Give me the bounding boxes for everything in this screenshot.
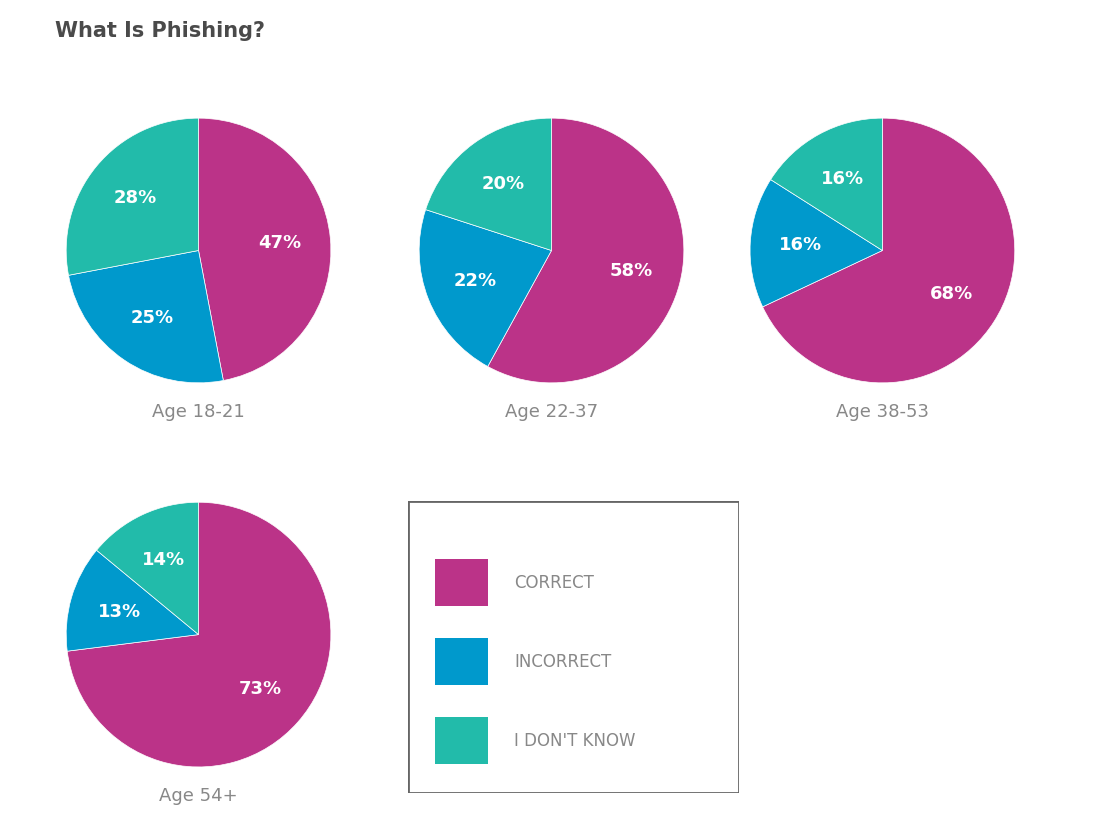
Wedge shape xyxy=(750,180,882,306)
Text: INCORRECT: INCORRECT xyxy=(514,653,611,671)
Text: 16%: 16% xyxy=(822,170,865,188)
Text: 73%: 73% xyxy=(238,680,281,698)
Text: 20%: 20% xyxy=(482,175,525,193)
Text: Age 18-21: Age 18-21 xyxy=(152,403,245,421)
Bar xyxy=(435,717,488,764)
Text: What Is Phishing?: What Is Phishing? xyxy=(55,21,265,41)
Text: CORRECT: CORRECT xyxy=(514,574,593,592)
Text: I DON'T KNOW: I DON'T KNOW xyxy=(514,731,635,750)
Text: Age 54+: Age 54+ xyxy=(159,787,238,805)
Wedge shape xyxy=(66,550,199,651)
Wedge shape xyxy=(771,118,882,250)
Wedge shape xyxy=(67,502,331,767)
Wedge shape xyxy=(97,502,199,635)
Text: 14%: 14% xyxy=(142,551,185,569)
Text: 25%: 25% xyxy=(131,310,174,327)
Wedge shape xyxy=(426,118,552,250)
Text: 28%: 28% xyxy=(114,190,157,207)
Wedge shape xyxy=(419,210,552,367)
Text: Age 22-37: Age 22-37 xyxy=(505,403,598,421)
Text: Age 38-53: Age 38-53 xyxy=(836,403,929,421)
Text: 47%: 47% xyxy=(259,234,302,252)
Wedge shape xyxy=(66,118,199,276)
Wedge shape xyxy=(762,118,1015,383)
Text: 22%: 22% xyxy=(453,271,496,290)
Text: 16%: 16% xyxy=(779,236,822,255)
Wedge shape xyxy=(199,118,331,381)
Wedge shape xyxy=(68,250,223,383)
Bar xyxy=(435,559,488,606)
Wedge shape xyxy=(488,118,684,383)
Text: 58%: 58% xyxy=(609,262,653,280)
Text: 68%: 68% xyxy=(930,286,973,303)
Text: 13%: 13% xyxy=(98,603,141,620)
Bar xyxy=(435,638,488,685)
